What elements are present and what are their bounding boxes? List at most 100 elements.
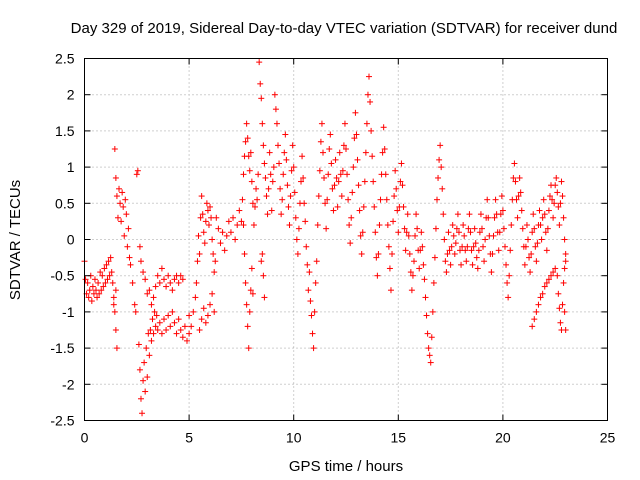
y-tick-label: -1 — [62, 304, 75, 320]
data-point — [294, 250, 301, 257]
data-point — [213, 214, 220, 221]
data-point — [377, 196, 384, 203]
data-point — [541, 283, 548, 290]
data-point — [531, 316, 538, 323]
data-points — [81, 59, 569, 417]
data-point — [552, 265, 559, 272]
data-point — [248, 265, 255, 272]
data-point — [354, 156, 361, 163]
data-point — [495, 247, 502, 254]
data-point — [247, 149, 254, 156]
data-point — [156, 319, 163, 326]
data-point — [462, 247, 469, 254]
data-point — [332, 156, 339, 163]
data-point — [160, 316, 167, 323]
data-point — [441, 236, 448, 243]
data-point — [289, 142, 296, 149]
data-point — [472, 240, 479, 247]
data-point — [287, 193, 294, 200]
data-point — [196, 250, 203, 257]
data-point — [464, 243, 471, 250]
data-point — [210, 250, 217, 257]
data-point — [368, 127, 375, 134]
data-point — [386, 265, 393, 272]
x-tick-label: 20 — [495, 430, 511, 446]
data-point — [338, 193, 345, 200]
data-point — [177, 272, 184, 279]
data-point — [238, 218, 245, 225]
data-point — [85, 294, 92, 301]
data-point — [369, 153, 376, 160]
data-point — [545, 276, 552, 283]
x-tick-label: 10 — [286, 430, 302, 446]
data-point — [465, 225, 472, 232]
data-point — [173, 330, 180, 337]
data-point — [227, 229, 234, 236]
data-point — [204, 312, 211, 319]
data-point — [158, 330, 165, 337]
data-point — [551, 200, 558, 207]
data-point — [190, 308, 197, 315]
data-point — [311, 308, 318, 315]
data-point — [521, 261, 528, 268]
data-point — [538, 236, 545, 243]
data-point — [260, 142, 267, 149]
data-point — [449, 222, 456, 229]
data-point — [362, 149, 369, 156]
data-point — [548, 272, 555, 279]
data-point — [277, 185, 284, 192]
data-point — [181, 323, 188, 330]
data-point — [394, 207, 401, 214]
data-point — [194, 258, 201, 265]
data-point — [152, 323, 159, 330]
data-point — [258, 258, 265, 265]
data-point — [370, 178, 377, 185]
data-point — [186, 312, 193, 319]
data-point — [438, 164, 445, 171]
data-point — [167, 279, 174, 286]
data-point — [528, 250, 535, 257]
data-point — [112, 174, 119, 181]
data-point — [147, 327, 154, 333]
data-point — [126, 254, 133, 261]
data-point — [298, 178, 305, 185]
data-point — [428, 334, 435, 341]
data-point — [242, 138, 249, 145]
data-point — [484, 196, 491, 203]
data-point — [317, 138, 324, 145]
data-point — [152, 283, 159, 290]
data-point — [260, 272, 267, 279]
data-point — [302, 218, 309, 225]
data-point — [390, 218, 397, 225]
data-point — [209, 290, 216, 297]
data-point — [422, 294, 429, 301]
data-point — [326, 146, 333, 152]
data-point — [363, 120, 370, 127]
y-tick-label: 2.5 — [55, 51, 75, 67]
data-point — [356, 207, 363, 214]
y-tick-label: -2.5 — [50, 413, 74, 429]
data-point — [246, 308, 253, 315]
data-point — [288, 167, 295, 174]
data-point — [249, 290, 256, 297]
data-point — [469, 261, 476, 268]
data-point — [208, 214, 215, 221]
data-point — [383, 196, 390, 203]
data-point — [140, 269, 147, 276]
data-point — [398, 160, 405, 167]
data-point — [552, 182, 559, 189]
data-point — [436, 156, 443, 163]
data-point — [165, 312, 172, 319]
data-point — [184, 337, 191, 344]
data-point — [236, 207, 243, 214]
data-point — [240, 222, 247, 229]
data-point — [516, 174, 523, 181]
data-point — [148, 301, 155, 308]
data-point — [512, 178, 519, 185]
data-point — [492, 196, 499, 203]
data-point — [506, 272, 513, 279]
y-tick-label: -1.5 — [50, 340, 74, 356]
data-point — [510, 174, 517, 181]
data-point — [136, 243, 143, 250]
data-point — [141, 359, 148, 366]
